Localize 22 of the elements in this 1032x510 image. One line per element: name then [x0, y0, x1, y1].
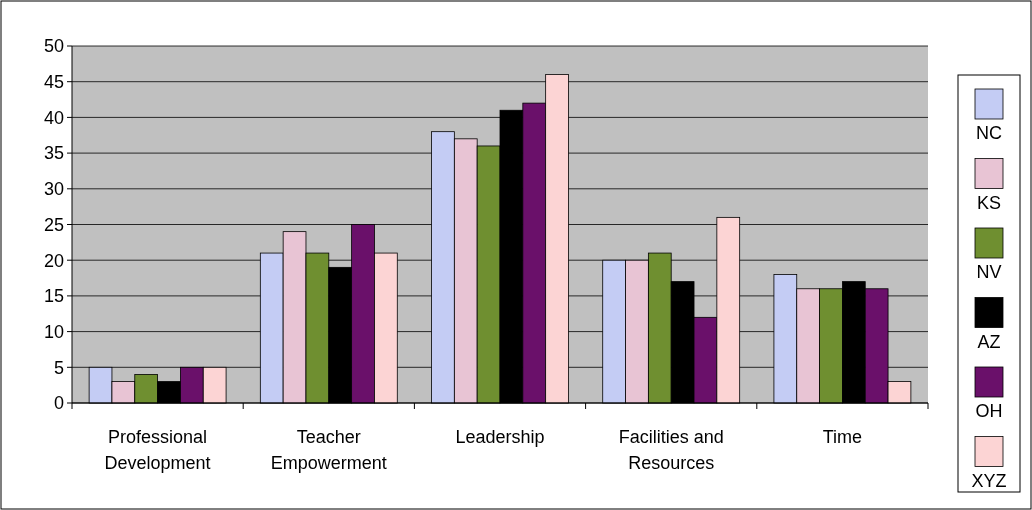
y-tick-label: 40 — [43, 107, 64, 128]
y-tick-label: 35 — [43, 143, 64, 164]
y-tick-label: 30 — [43, 179, 64, 200]
x-tick-label: Teacher Empowerment — [270, 427, 387, 473]
y-tick-label: 10 — [43, 321, 64, 342]
y-tick-label: 45 — [43, 72, 64, 92]
legend-label: KS — [976, 192, 1002, 213]
x-tick-label: Leadership — [455, 427, 545, 447]
y-tick-label: 50 — [43, 36, 64, 57]
y-tick-label: 15 — [43, 286, 64, 307]
y-tick-label: 25 — [43, 214, 64, 235]
y-tick-label: 0 — [53, 393, 64, 414]
y-tick-label: 5 — [53, 357, 64, 378]
x-tick-label: Professional Development — [104, 427, 211, 473]
legend-label: NV — [976, 262, 1002, 282]
x-tick-label: Facilities and Resources — [618, 427, 724, 473]
y-tick-label: 20 — [43, 250, 64, 271]
legend-label: OH — [975, 401, 1003, 421]
x-tick-label: Time — [822, 427, 863, 447]
legend-label: XYZ — [971, 470, 1007, 491]
legend-label: AZ — [977, 331, 1001, 352]
legend-label: NC — [976, 123, 1002, 143]
